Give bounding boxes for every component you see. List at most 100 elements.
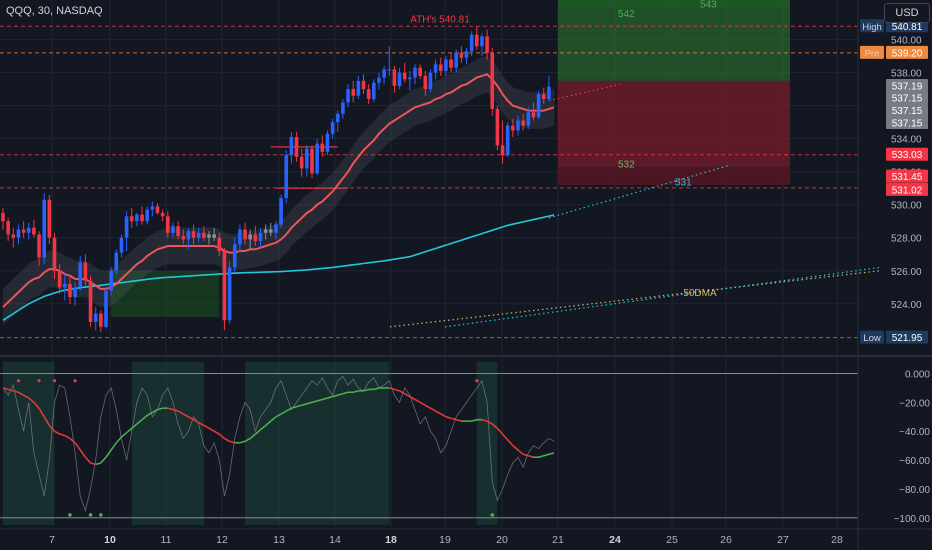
osc-slow-seg bbox=[249, 433, 256, 440]
osc-slow-seg bbox=[69, 437, 76, 444]
candle-body bbox=[511, 125, 515, 131]
osc-slow-seg bbox=[399, 390, 406, 395]
consolidation-box bbox=[111, 270, 220, 317]
candle-body bbox=[418, 67, 422, 76]
y-tick-label: 538.00 bbox=[891, 69, 922, 80]
candle-body bbox=[176, 226, 180, 237]
osc-slow-seg bbox=[100, 456, 107, 464]
ema-line bbox=[2, 73, 555, 308]
osc-dot-top bbox=[16, 379, 21, 383]
candle-body bbox=[377, 77, 381, 83]
candle-body bbox=[196, 232, 201, 238]
x-tick-label: 12 bbox=[216, 534, 228, 546]
badge-left-bg bbox=[860, 19, 884, 33]
candle-body bbox=[26, 227, 31, 233]
osc-slow-seg bbox=[141, 414, 148, 421]
osc-slow-seg bbox=[126, 427, 133, 434]
badge-bg bbox=[886, 115, 928, 129]
candle-body bbox=[490, 52, 495, 109]
osc-slow-seg bbox=[280, 410, 287, 415]
candle-body bbox=[145, 209, 149, 222]
candle-body bbox=[505, 125, 510, 156]
osc-slow-seg bbox=[38, 407, 45, 418]
osc-slow-seg bbox=[486, 420, 493, 425]
osc-slow-seg bbox=[239, 440, 246, 444]
osc-slow-seg bbox=[74, 442, 81, 451]
osc-slow-seg bbox=[394, 388, 400, 392]
x-tick-label: 19 bbox=[439, 534, 451, 546]
x-tick-label: 10 bbox=[104, 534, 116, 546]
badge-left-text: Pre bbox=[865, 48, 880, 59]
currency-button[interactable]: USD bbox=[884, 3, 930, 23]
candle-body bbox=[289, 137, 294, 156]
osc-slow-seg bbox=[450, 417, 457, 421]
osc-slow-seg bbox=[48, 424, 56, 432]
osc-slow-seg bbox=[501, 433, 509, 441]
x-tick-label: 18 bbox=[385, 534, 397, 546]
osc-slow-seg bbox=[18, 391, 24, 396]
candle-body bbox=[1, 212, 5, 222]
osc-slow-seg bbox=[224, 437, 230, 443]
osc-slow-seg bbox=[352, 390, 359, 394]
candle-body bbox=[93, 313, 98, 322]
osc-slow-seg bbox=[424, 404, 431, 409]
candle-body bbox=[78, 262, 83, 288]
candle-body bbox=[351, 89, 355, 96]
osc-slow-seg bbox=[23, 394, 30, 399]
candle-body bbox=[356, 80, 361, 96]
badge-bg bbox=[886, 91, 928, 105]
badge-text: 540.81 bbox=[892, 22, 923, 33]
candle-body bbox=[119, 237, 124, 253]
candle-body bbox=[444, 59, 448, 71]
badge-left-bg bbox=[860, 330, 884, 344]
osc-slow-seg bbox=[79, 449, 87, 458]
badge-bg bbox=[886, 45, 928, 59]
candle-body bbox=[32, 227, 36, 235]
osc-slow-seg bbox=[538, 454, 544, 458]
candle-body bbox=[454, 52, 458, 68]
candle-body bbox=[536, 94, 541, 118]
osc-slow-seg bbox=[409, 395, 416, 401]
osc-slow-seg bbox=[528, 454, 534, 458]
candle-body bbox=[387, 69, 392, 71]
osc-slow-seg bbox=[193, 419, 200, 424]
candle-body bbox=[232, 244, 237, 268]
candle-body bbox=[109, 270, 113, 291]
osc-slow-seg bbox=[471, 418, 478, 422]
candle-body bbox=[335, 113, 340, 123]
badge-bg bbox=[886, 79, 928, 93]
x-tick-label: 25 bbox=[666, 534, 678, 546]
osc-y-tick-label: −80.00 bbox=[899, 485, 930, 496]
osc-slow-seg bbox=[84, 456, 92, 464]
osc-slow-seg bbox=[64, 434, 71, 440]
osc-slow-seg bbox=[188, 416, 194, 421]
osc-dot-bottom bbox=[490, 513, 495, 517]
osc-dot-bottom bbox=[68, 513, 72, 517]
osc-slow-seg bbox=[275, 413, 282, 418]
osc-slow-seg bbox=[213, 430, 220, 435]
osc-slow-seg bbox=[440, 413, 447, 418]
candle-body bbox=[160, 212, 165, 217]
osc-slow-seg bbox=[54, 430, 61, 435]
osc-slow-seg bbox=[177, 410, 184, 415]
badge-bg bbox=[886, 169, 928, 183]
candle-body bbox=[464, 51, 469, 58]
osc-shade bbox=[476, 362, 498, 525]
osc-slow-seg bbox=[208, 427, 215, 432]
osc-slow-seg bbox=[548, 452, 555, 456]
candle-body bbox=[408, 77, 412, 80]
osc-slow-seg bbox=[363, 388, 369, 392]
candle-body bbox=[372, 82, 376, 100]
candle-body bbox=[449, 59, 453, 68]
zone-label: 543 bbox=[700, 0, 717, 10]
osc-slow-seg bbox=[131, 423, 138, 429]
candle-body bbox=[284, 155, 289, 199]
osc-slow-seg bbox=[167, 407, 174, 411]
symbol-title[interactable]: QQQ, 30, NASDAQ bbox=[6, 5, 103, 17]
osc-slow-seg bbox=[7, 388, 14, 392]
zone-red bbox=[558, 80, 790, 167]
osc-slow-seg bbox=[203, 424, 210, 430]
osc-slow-seg bbox=[455, 418, 462, 422]
osc-slow-seg bbox=[146, 411, 153, 417]
